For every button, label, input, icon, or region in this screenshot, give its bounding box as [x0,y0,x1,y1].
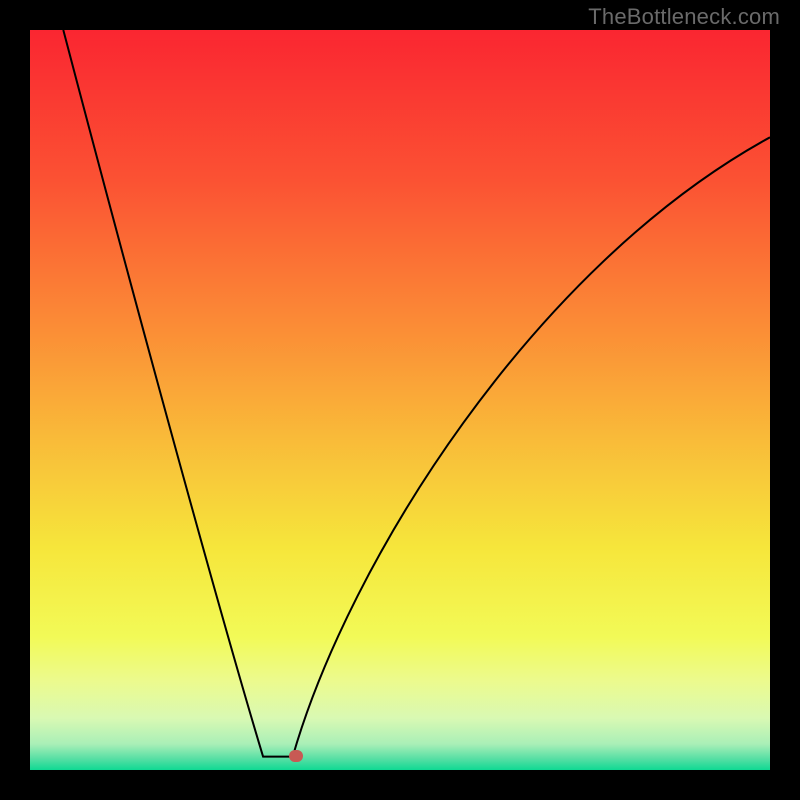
watermark-attribution: TheBottleneck.com [588,4,780,30]
chart-curve-layer [30,30,770,770]
optimal-point-marker [289,750,303,762]
chart-plot-area [30,30,770,770]
bottleneck-curve [63,30,770,757]
